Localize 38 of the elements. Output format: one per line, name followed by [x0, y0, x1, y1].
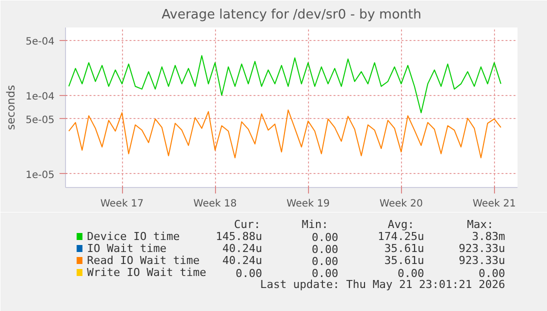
- text: 0.00: [312, 243, 338, 256]
- text: 3.83m: [472, 230, 506, 243]
- x-tick-label: Week 21: [472, 198, 516, 210]
- y-tick-label: 1e-05: [26, 170, 55, 181]
- text: 923.33u: [458, 242, 506, 255]
- legend-label: Read IO Wait time: [86, 254, 200, 267]
- y-axis-title: seconds: [4, 84, 18, 130]
- legend-label: IO Wait time: [86, 242, 166, 255]
- text: 145.88u: [216, 230, 262, 243]
- x-tick-label: Week 20: [380, 198, 423, 210]
- text: Max:: [467, 218, 494, 231]
- text: 923.33u: [458, 254, 506, 267]
- text: Avg:: [388, 218, 414, 231]
- text: 35.61u: [384, 242, 424, 255]
- y-tick-label: 5e-04: [26, 36, 55, 48]
- text: 0.00: [312, 231, 338, 244]
- chart-title: Average latency for /dev/sr0 - by month: [162, 8, 422, 22]
- legend-label: Device IO time: [86, 230, 180, 243]
- line-series: [68, 55, 502, 114]
- text: 174.25u: [378, 230, 424, 243]
- text: 0.00: [236, 267, 262, 280]
- legend-label: Write IO Wait time: [86, 266, 206, 279]
- x-tick-label: Week 17: [100, 198, 144, 210]
- text: Last update: Thu May 21 23:01:21 2026: [260, 278, 506, 291]
- y-tick-label: 1e-04: [26, 91, 55, 102]
- y-tick-label: 5e-05: [26, 114, 55, 126]
- text: Min:: [302, 218, 328, 231]
- text: 0.00: [478, 267, 506, 280]
- text: 0.00: [398, 267, 424, 280]
- text: 35.61u: [384, 254, 424, 267]
- line-series: [68, 109, 502, 158]
- text: 40.24u: [222, 242, 262, 255]
- text: 40.24u: [222, 254, 262, 267]
- text: 0.00: [312, 255, 338, 268]
- x-tick-label: Week 18: [193, 198, 237, 210]
- text: Cur:: [234, 218, 261, 231]
- x-tick-label: Week 19: [286, 198, 330, 210]
- text: 0.00: [312, 267, 338, 280]
